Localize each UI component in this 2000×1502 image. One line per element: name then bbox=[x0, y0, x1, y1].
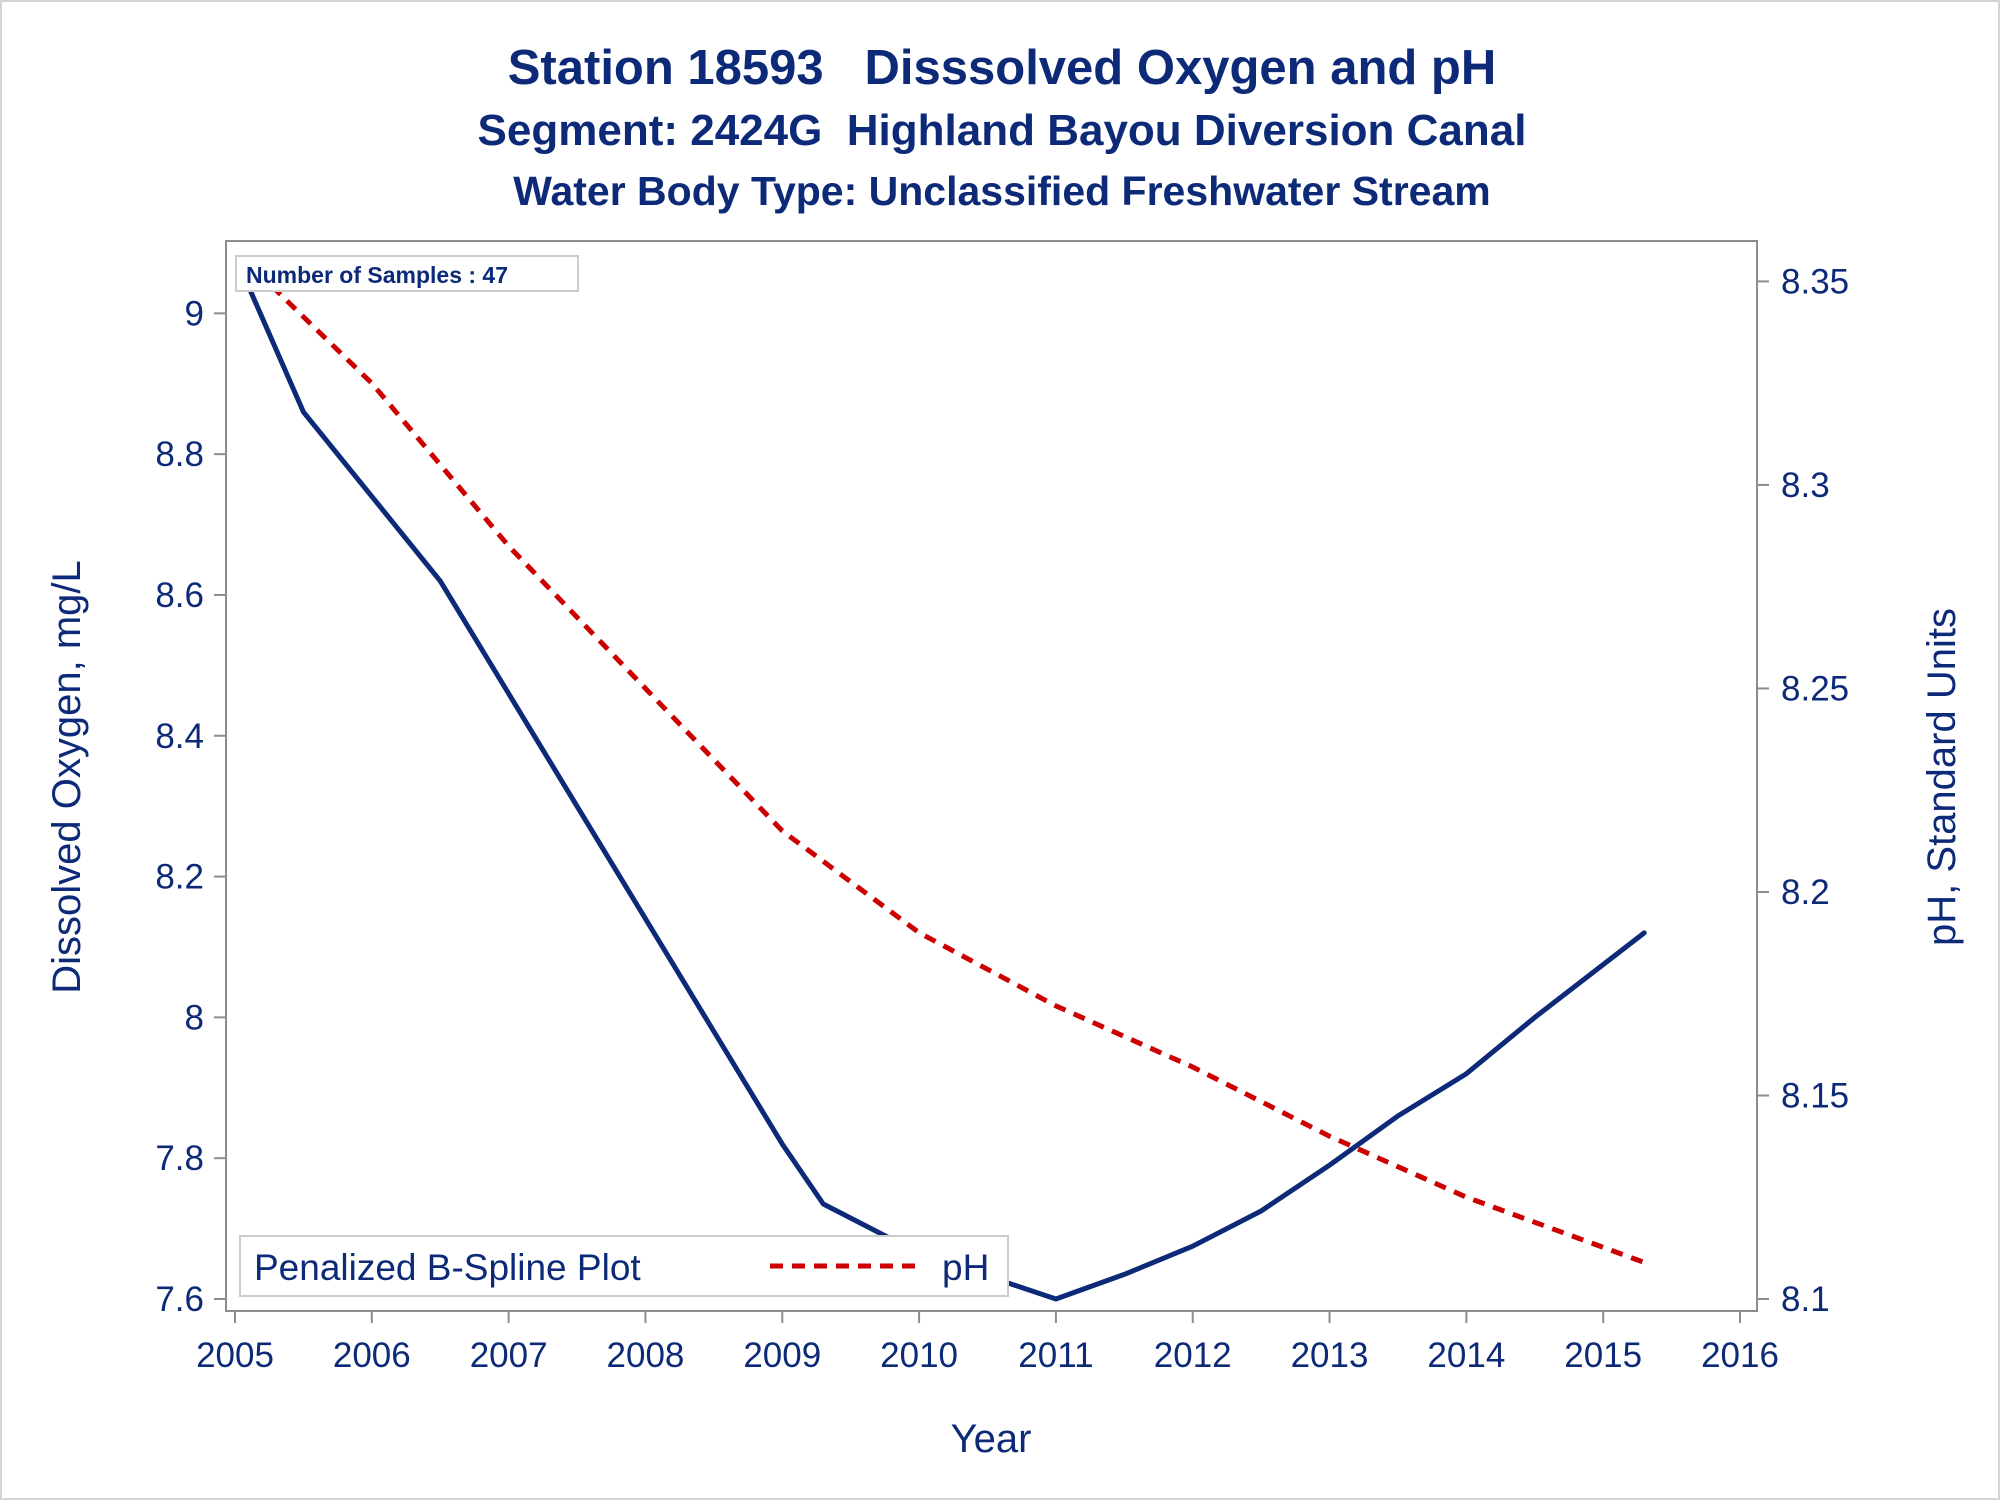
x-tick-label: 2005 bbox=[196, 1336, 274, 1375]
x-tick-label: 2016 bbox=[1701, 1336, 1779, 1375]
x-tick-label: 2013 bbox=[1291, 1336, 1369, 1375]
x-tick-label: 2012 bbox=[1154, 1336, 1232, 1375]
sample-count-annotation: Number of Samples : 47 bbox=[235, 255, 579, 292]
x-tick-label: 2011 bbox=[1018, 1336, 1093, 1375]
legend: Penalized B-Spline Plot pH bbox=[239, 1235, 1009, 1297]
y2-tick-label: 8.1 bbox=[1781, 1280, 1830, 1319]
x-axis-label: Year bbox=[951, 1417, 1032, 1461]
x-tick-label: 2006 bbox=[333, 1336, 411, 1375]
series-line-ph bbox=[240, 255, 1646, 1265]
legend-title: Penalized B-Spline Plot bbox=[254, 1247, 641, 1288]
x-tick-label: 2014 bbox=[1427, 1336, 1505, 1375]
y-tick-label: 7.6 bbox=[155, 1280, 204, 1319]
y-tick-label: 8 bbox=[185, 998, 204, 1037]
plot-area-border bbox=[225, 240, 1758, 1312]
y-tick-label: 8.2 bbox=[155, 858, 204, 897]
y-tick-label: 8.8 bbox=[155, 435, 204, 474]
sample-count-box bbox=[235, 255, 579, 292]
chart-title: Station 18593 Disssolved Oxygen and pH bbox=[507, 41, 1497, 95]
y2-tick-label: 8.2 bbox=[1781, 873, 1830, 912]
y-axis-right: 8.1 8.15 8.2 8.25 8.3 8.35 bbox=[1757, 262, 1849, 1319]
x-tick-label: 2007 bbox=[470, 1336, 548, 1375]
chart-subtitle: Segment: 2424G Highland Bayou Diversion … bbox=[477, 106, 1527, 155]
y-axis-left: 7.6 7.8 8 8.2 8.4 8.6 8.8 9 bbox=[155, 294, 226, 1319]
x-tick-label: 2008 bbox=[607, 1336, 685, 1375]
legend-ph-label: pH bbox=[942, 1247, 989, 1288]
x-tick-label: 2010 bbox=[880, 1336, 958, 1375]
y2-tick-label: 8.25 bbox=[1781, 669, 1849, 708]
x-tick-label: 2015 bbox=[1564, 1336, 1642, 1375]
x-axis: 2005 2006 2007 2008 2009 2010 2011 2012 2013 2014… bbox=[196, 1311, 1779, 1375]
sample-count-text: Number of Samples : 47 bbox=[246, 262, 508, 288]
x-tick-label: 2009 bbox=[743, 1336, 821, 1375]
y-tick-label: 8.6 bbox=[155, 576, 204, 615]
y-tick-label: 9 bbox=[185, 294, 204, 333]
y2-tick-label: 8.15 bbox=[1781, 1076, 1849, 1115]
y2-axis-label: pH, Standard Units bbox=[1920, 608, 1964, 946]
series-line-dissolved-oxygen bbox=[239, 268, 1647, 1302]
chart-subtitle-2: Water Body Type: Unclassified Freshwater… bbox=[513, 168, 1491, 214]
y-axis-label: Dissolved Oxygen, mg/L bbox=[45, 560, 89, 994]
series-layer bbox=[239, 255, 1647, 1302]
y2-tick-label: 8.3 bbox=[1781, 466, 1830, 505]
y-tick-label: 8.4 bbox=[155, 717, 204, 756]
y2-tick-label: 8.35 bbox=[1781, 262, 1849, 301]
y-tick-label: 7.8 bbox=[155, 1139, 204, 1178]
